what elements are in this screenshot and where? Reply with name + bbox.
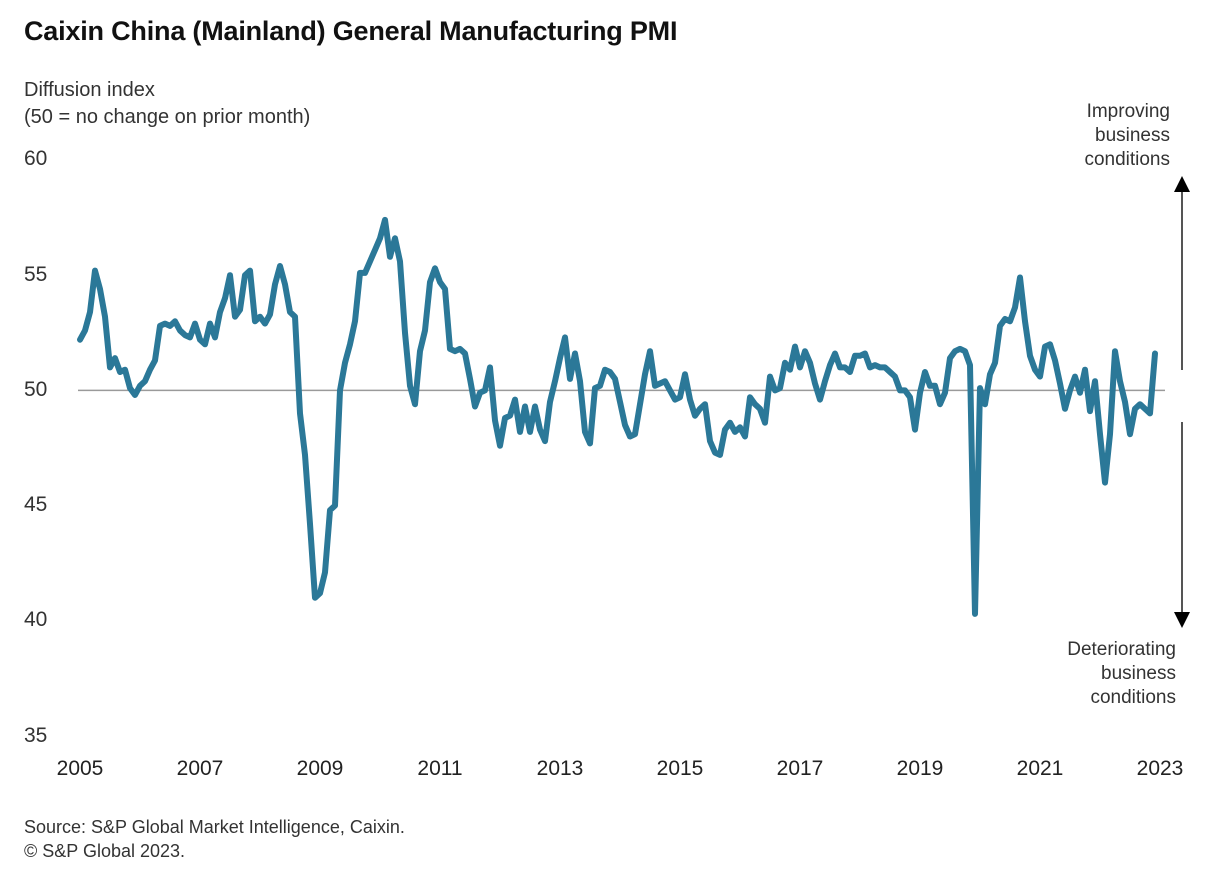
- annotation-line: Improving: [1086, 101, 1170, 122]
- source-note: Source: S&P Global Market Intelligence, …: [24, 815, 405, 863]
- annotation-line: Deteriorating: [1067, 639, 1176, 660]
- annotation-line: conditions: [1090, 687, 1176, 708]
- y-axis-label-line-1: Diffusion index: [24, 79, 155, 101]
- y-tick-label: 40: [24, 608, 48, 631]
- annotation-line: business: [1101, 663, 1176, 684]
- annotation-improving: Improving business conditions: [1030, 100, 1170, 172]
- chart-title: Caixin China (Mainland) General Manufact…: [24, 16, 678, 46]
- y-axis-label: Diffusion index (50 = no change on prior…: [24, 77, 310, 131]
- y-tick-label: 60: [24, 147, 48, 170]
- arrow-up-icon: [1174, 176, 1190, 370]
- x-tick-label: 2023: [1136, 757, 1184, 780]
- x-tick-label: 2007: [176, 757, 224, 780]
- annotation-line: business: [1095, 125, 1170, 146]
- y-tick-label: 55: [24, 263, 48, 286]
- copyright-line: © S&P Global 2023.: [24, 841, 186, 861]
- x-tick-label: 2009: [296, 757, 344, 780]
- y-axis-label-line-2: (50 = no change on prior month): [24, 106, 311, 128]
- annotation-line: conditions: [1084, 149, 1170, 170]
- y-tick-label: 35: [24, 724, 48, 747]
- y-tick-label: 45: [24, 493, 48, 516]
- arrow-down-icon: [1174, 422, 1190, 628]
- series-line-pmi: [77, 216, 1158, 617]
- annotation-deteriorating: Deteriorating business conditions: [1030, 638, 1176, 710]
- x-tick-label: 2019: [896, 757, 944, 780]
- x-tick-label: 2005: [56, 757, 104, 780]
- x-tick-label: 2011: [417, 757, 463, 780]
- x-tick-label: 2013: [536, 757, 584, 780]
- y-tick-label: 50: [24, 378, 48, 401]
- source-line: Source: S&P Global Market Intelligence, …: [24, 817, 405, 837]
- x-tick-label: 2017: [776, 757, 824, 780]
- x-tick-label: 2021: [1016, 757, 1064, 780]
- x-tick-label: 2015: [656, 757, 704, 780]
